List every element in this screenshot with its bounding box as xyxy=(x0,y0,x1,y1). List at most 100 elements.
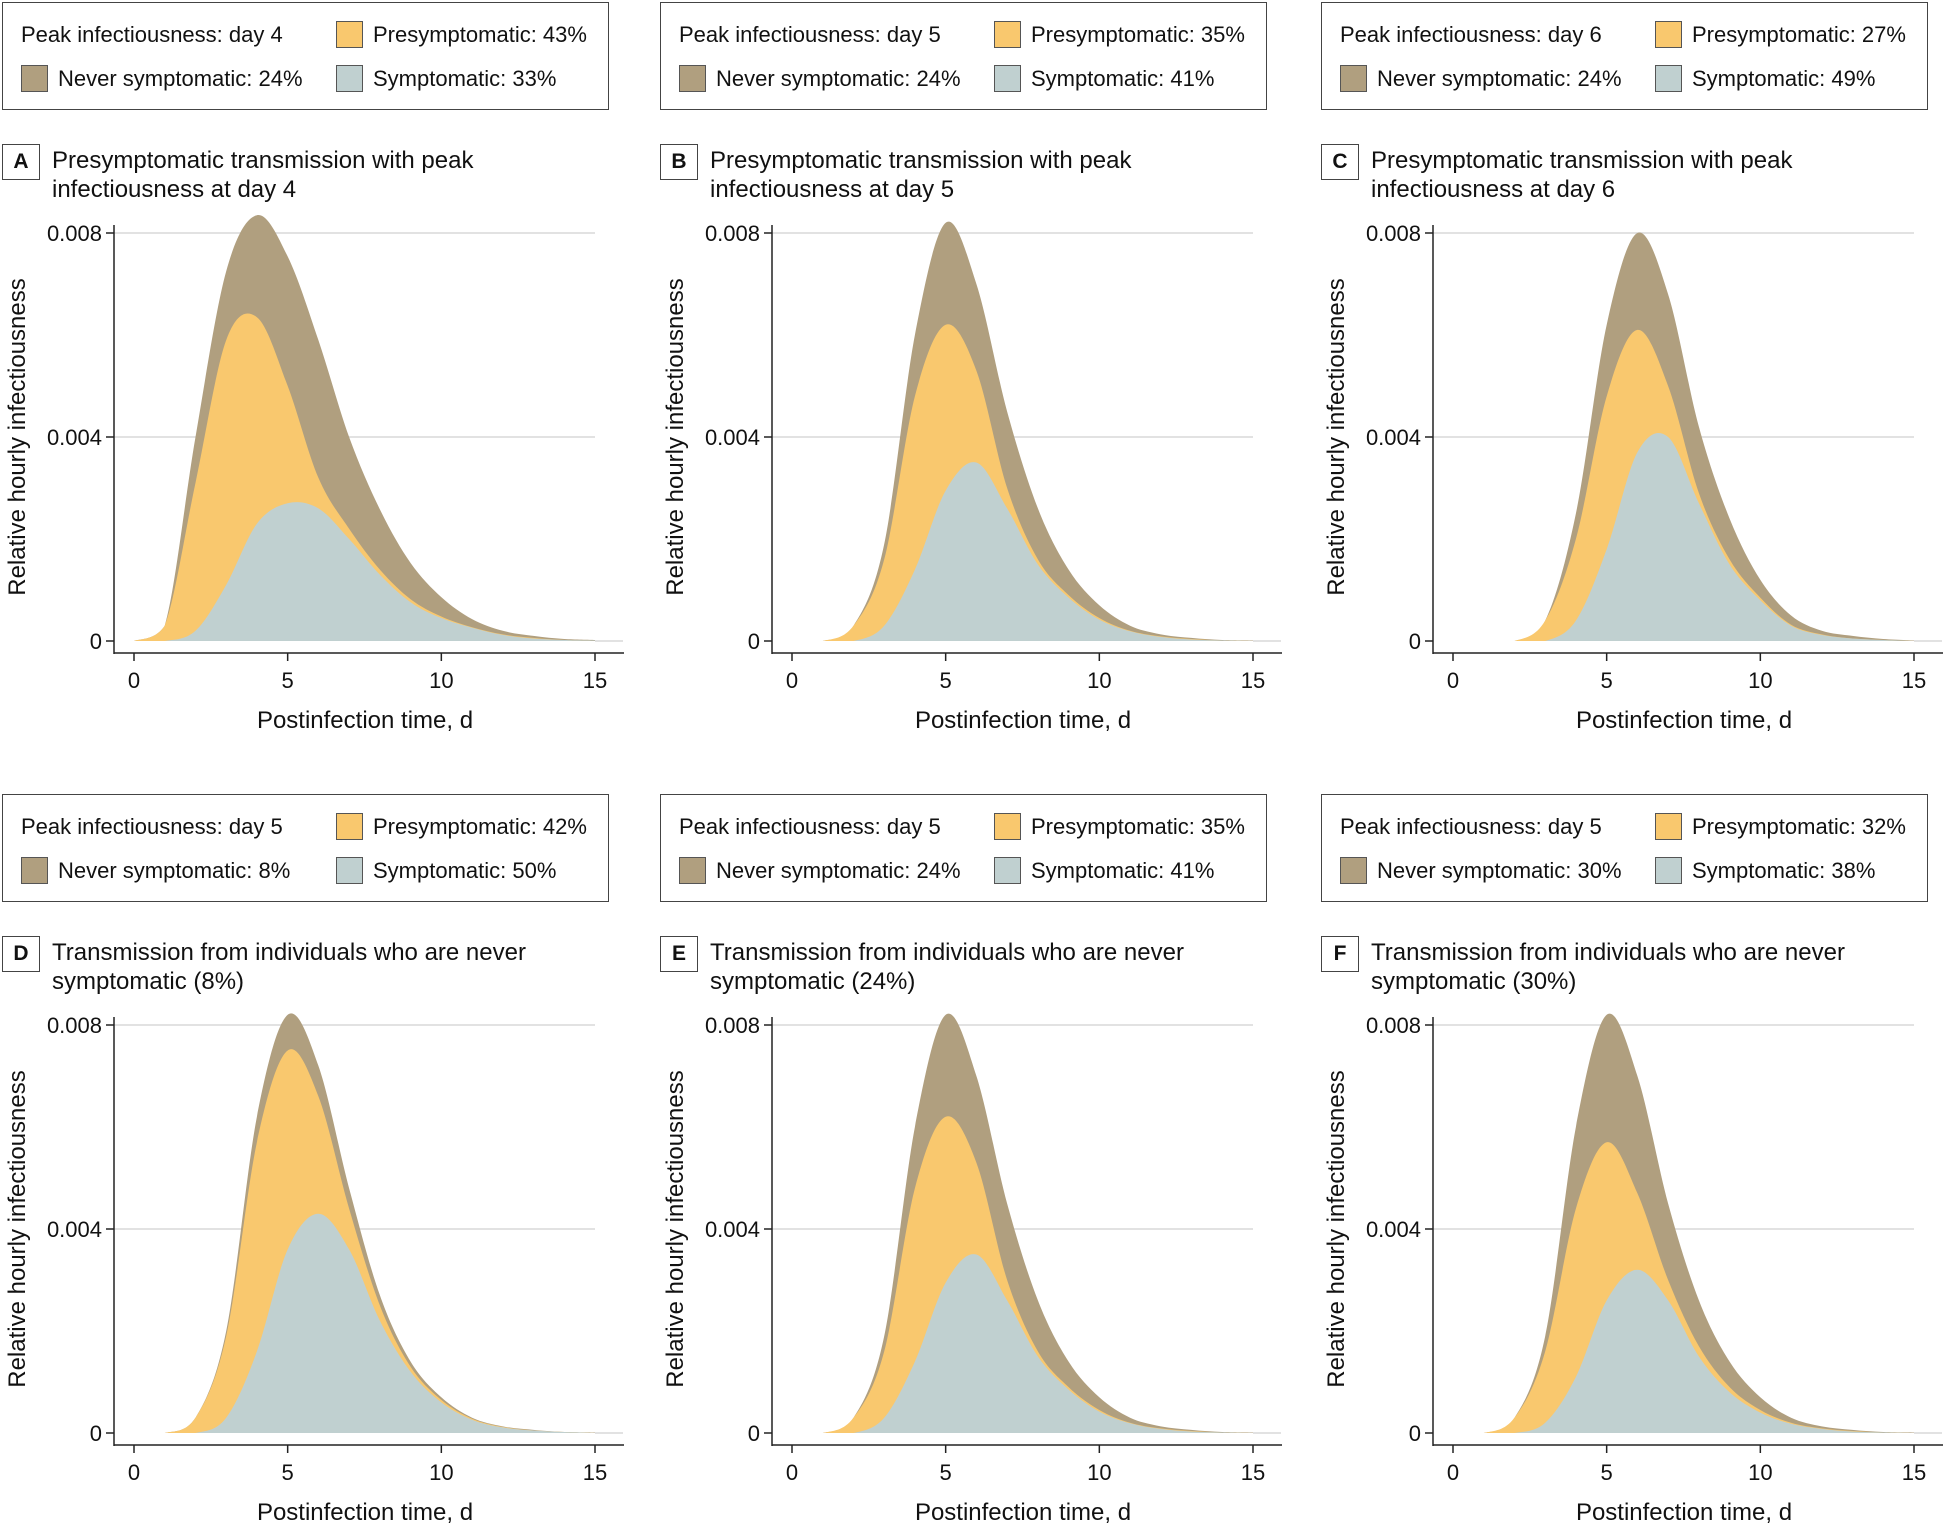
area-symptomatic xyxy=(792,462,1253,641)
swatch-never-symptomatic xyxy=(679,65,706,92)
y-tick-label: 0.004 xyxy=(47,425,102,450)
y-axis-label: Relative hourly infectiousness xyxy=(1323,1070,1350,1388)
y-tick-label: 0.004 xyxy=(705,1217,760,1242)
y-tick-label: 0.004 xyxy=(47,1217,102,1242)
area-presymptomatic xyxy=(134,1049,595,1433)
area-presymptomatic xyxy=(792,1116,1253,1433)
panel-D: Peak infectiousness: day 5 Presymptomatic… xyxy=(0,792,650,1528)
x-tick-label: 15 xyxy=(583,668,607,693)
legend-peak: Peak infectiousness: day 4 xyxy=(21,22,283,47)
plot: 0 0.004 0.008 0 5 10 15 Postinfection time, d Re… xyxy=(1323,1013,1943,1526)
y-axis-label: Relative hourly infectiousness xyxy=(4,1070,31,1388)
legend-symptomatic-label: Symptomatic: 33% xyxy=(373,66,557,91)
x-tick-label: 10 xyxy=(429,1460,453,1485)
y-tick-label: 0.004 xyxy=(705,425,760,450)
panel-title: Transmission from individuals who are ne… xyxy=(1371,939,1845,995)
y-axis-label: Relative hourly infectiousness xyxy=(1323,278,1350,596)
x-tick-label: 15 xyxy=(1241,668,1265,693)
x-tick-label: 10 xyxy=(1748,1460,1772,1485)
swatch-presymptomatic xyxy=(994,21,1021,48)
panel-title: Presymptomatic transmission with peak in… xyxy=(710,147,1132,203)
x-axis-label: Postinfection time, d xyxy=(257,1499,473,1526)
legend-presymptomatic-label: Presymptomatic: 35% xyxy=(1031,814,1245,839)
panel-letter: F xyxy=(1321,936,1359,972)
legend-symptomatic-label: Symptomatic: 50% xyxy=(373,858,557,883)
x-tick-label: 0 xyxy=(128,1460,140,1485)
x-tick-label: 0 xyxy=(128,668,140,693)
panel-title: Presymptomatic transmission with peak in… xyxy=(52,147,474,203)
legend: Peak infectiousness: day 5 Presymptomatic… xyxy=(2,794,609,902)
plot: 0 0.004 0.008 0 5 10 15 Postinfection time, d Re… xyxy=(4,215,624,734)
legend: Peak infectiousness: day 5 Presymptomatic… xyxy=(1321,794,1928,902)
x-axis-label: Postinfection time, d xyxy=(257,707,473,734)
legend-peak: Peak infectiousness: day 6 xyxy=(1340,22,1602,47)
swatch-never-symptomatic xyxy=(21,857,48,884)
swatch-symptomatic xyxy=(994,65,1021,92)
panel-letter: A xyxy=(2,144,40,180)
panel-title: Transmission from individuals who are ne… xyxy=(710,939,1184,995)
legend-symptomatic-label: Symptomatic: 38% xyxy=(1692,858,1876,883)
x-tick-label: 10 xyxy=(1748,668,1772,693)
swatch-presymptomatic xyxy=(1655,813,1682,840)
panel-B: Peak infectiousness: day 5 Presymptomatic… xyxy=(658,0,1308,780)
legend-never-symptomatic-label: Never symptomatic: 24% xyxy=(1377,66,1622,91)
legend-presymptomatic-label: Presymptomatic: 27% xyxy=(1692,22,1906,47)
legend-presymptomatic-label: Presymptomatic: 42% xyxy=(373,814,587,839)
swatch-symptomatic xyxy=(1655,65,1682,92)
area-presymptomatic xyxy=(792,324,1253,641)
panel-A: Peak infectiousness: day 4 Presymptomatic… xyxy=(0,0,650,780)
swatch-presymptomatic xyxy=(336,813,363,840)
x-tick-label: 5 xyxy=(1601,668,1613,693)
panel-E: Peak infectiousness: day 5 Presymptomatic… xyxy=(658,792,1308,1528)
y-tick-label: 0.008 xyxy=(1366,1013,1421,1038)
swatch-presymptomatic xyxy=(994,813,1021,840)
x-tick-label: 15 xyxy=(1902,668,1926,693)
swatch-presymptomatic xyxy=(336,21,363,48)
panel-letter: B xyxy=(660,144,698,180)
y-tick-label: 0.008 xyxy=(47,1013,102,1038)
y-axis-label: Relative hourly infectiousness xyxy=(662,278,689,596)
legend-presymptomatic-label: Presymptomatic: 32% xyxy=(1692,814,1906,839)
x-tick-label: 15 xyxy=(1241,1460,1265,1485)
x-tick-label: 5 xyxy=(282,668,294,693)
y-tick-label: 0.004 xyxy=(1366,1217,1421,1242)
y-tick-label: 0.008 xyxy=(705,1013,760,1038)
x-tick-label: 0 xyxy=(786,668,798,693)
panel-title: Transmission from individuals who are ne… xyxy=(52,939,526,995)
x-axis-label: Postinfection time, d xyxy=(915,707,1131,734)
plot: 0 0.004 0.008 0 5 10 15 Postinfection time, d Re… xyxy=(662,1013,1282,1526)
x-tick-label: 0 xyxy=(1447,1460,1459,1485)
y-tick-label: 0 xyxy=(1409,629,1421,654)
legend-never-symptomatic-label: Never symptomatic: 24% xyxy=(716,66,961,91)
x-tick-label: 0 xyxy=(786,1460,798,1485)
swatch-never-symptomatic xyxy=(1340,857,1367,884)
plot: 0 0.004 0.008 0 5 10 15 Postinfection time, d Re… xyxy=(4,1013,624,1526)
panel-F: Peak infectiousness: day 5 Presymptomatic… xyxy=(1319,792,1947,1528)
area-never-symptomatic xyxy=(1453,232,1914,642)
legend: Peak infectiousness: day 4 Presymptomatic… xyxy=(2,2,609,110)
x-tick-label: 5 xyxy=(940,1460,952,1485)
y-tick-label: 0.008 xyxy=(705,221,760,246)
x-axis-label: Postinfection time, d xyxy=(1576,707,1792,734)
x-axis-label: Postinfection time, d xyxy=(915,1499,1131,1526)
x-tick-label: 15 xyxy=(1902,1460,1926,1485)
swatch-symptomatic xyxy=(1655,857,1682,884)
legend-presymptomatic-label: Presymptomatic: 35% xyxy=(1031,22,1245,47)
legend-never-symptomatic-label: Never symptomatic: 24% xyxy=(58,66,303,91)
y-axis-label: Relative hourly infectiousness xyxy=(4,278,31,596)
y-tick-label: 0 xyxy=(90,629,102,654)
swatch-symptomatic xyxy=(994,857,1021,884)
panel-title: Presymptomatic transmission with peak in… xyxy=(1371,147,1793,203)
legend-presymptomatic-label: Presymptomatic: 43% xyxy=(373,22,587,47)
panel-letter: D xyxy=(2,936,40,972)
swatch-symptomatic xyxy=(336,65,363,92)
y-tick-label: 0.004 xyxy=(1366,425,1421,450)
legend-peak: Peak infectiousness: day 5 xyxy=(21,814,283,839)
legend-never-symptomatic-label: Never symptomatic: 24% xyxy=(716,858,961,883)
panel-letter: C xyxy=(1321,144,1359,180)
y-tick-label: 0.008 xyxy=(47,221,102,246)
legend-peak: Peak infectiousness: day 5 xyxy=(1340,814,1602,839)
swatch-never-symptomatic xyxy=(1340,65,1367,92)
area-symptomatic xyxy=(134,1213,595,1433)
legend-peak: Peak infectiousness: day 5 xyxy=(679,22,941,47)
